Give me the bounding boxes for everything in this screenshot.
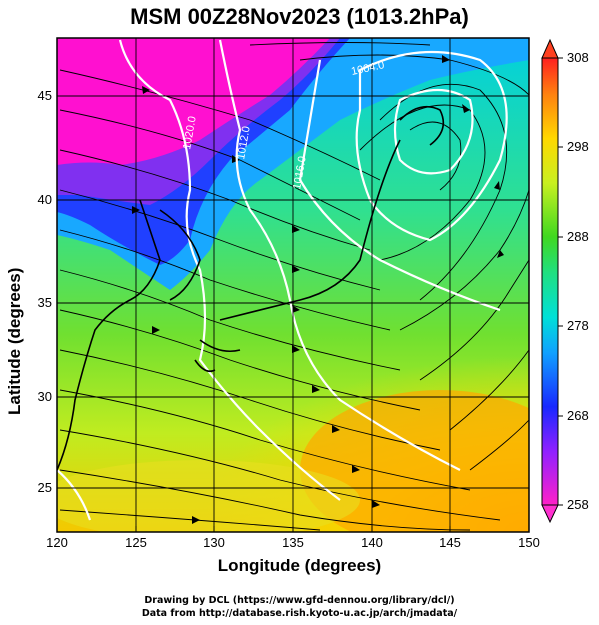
map-title: MSM 00Z28Nov2023 (1013.2hPa) [130, 4, 469, 29]
colorbar-tick: 258 [567, 497, 589, 512]
y-tick-labels: 25 30 35 40 45 [38, 88, 52, 495]
colorbar: 308 298 288 278 268 258 [541, 38, 589, 524]
contour-label: 1020.0 [181, 115, 199, 150]
x-tick-marks [56, 526, 530, 532]
coastlines [57, 105, 445, 471]
x-axis-label: Longitude (degrees) [217, 556, 382, 575]
credit-data: Data from http://database.rish.kyoto-u.a… [141, 608, 458, 619]
contour-labels: 1004.0 1012.0 1020.0 1016.0 [181, 59, 385, 190]
contour-label: 1012.0 [235, 125, 253, 160]
credit-drawing: Drawing by DCL (https://www.gfd-dennou.o… [144, 595, 455, 606]
y-axis-label: Latitude (degrees) [5, 267, 24, 415]
x-tick-label: 130 [203, 535, 225, 550]
contour-label: 1016.0 [291, 155, 309, 190]
colorbar-tick: 298 [567, 139, 589, 154]
colorbar-tick: 308 [567, 50, 589, 65]
x-tick-label: 140 [361, 535, 383, 550]
y-tick-label: 25 [38, 480, 52, 495]
map-grid [57, 38, 529, 532]
y-tick-label: 30 [38, 389, 52, 404]
y-tick-label: 35 [38, 295, 52, 310]
y-tick-label: 45 [38, 88, 52, 103]
x-tick-labels: 120 125 130 135 140 145 150 [46, 535, 540, 550]
colorbar-tick: 278 [567, 318, 589, 333]
x-tick-label: 120 [46, 535, 68, 550]
colorbar-tick: 268 [567, 408, 589, 423]
y-tick-label: 40 [38, 192, 52, 207]
x-tick-label: 145 [439, 535, 461, 550]
x-tick-label: 150 [518, 535, 540, 550]
x-tick-label: 135 [282, 535, 304, 550]
streamline-arrows [132, 55, 504, 524]
x-tick-label: 125 [125, 535, 147, 550]
colorbar-tick: 288 [567, 229, 589, 244]
